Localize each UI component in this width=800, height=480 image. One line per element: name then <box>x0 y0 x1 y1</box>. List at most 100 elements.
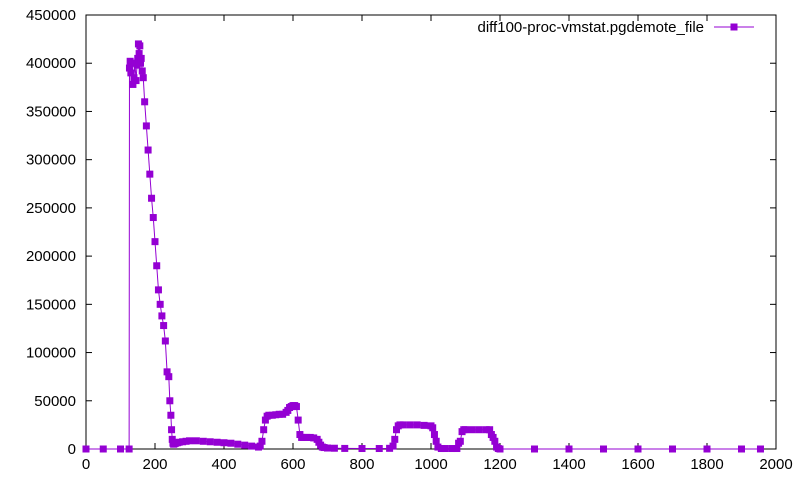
axes: 0 200 400 600 800 1000 1200 1400 1600 1800 2000 0 50… <box>26 7 793 473</box>
data-point <box>168 435 176 443</box>
data-point <box>324 444 331 452</box>
data-point <box>165 373 173 381</box>
data-point <box>138 67 146 75</box>
series-layer <box>82 40 764 453</box>
data-point <box>149 214 157 222</box>
data-point <box>375 445 383 453</box>
data-point <box>669 445 676 453</box>
data-point <box>127 69 135 77</box>
data-point <box>294 416 302 424</box>
data-point <box>132 77 140 85</box>
data-point <box>600 445 607 453</box>
data-point <box>420 421 428 429</box>
data-point <box>358 445 366 453</box>
x-tick-label: 1800 <box>690 456 723 473</box>
data-point <box>129 80 137 88</box>
data-point <box>441 445 449 453</box>
data-point <box>156 300 164 308</box>
data-point <box>391 435 399 443</box>
y-tick-label: 450000 <box>26 7 76 24</box>
data-point <box>144 146 152 154</box>
data-point <box>634 445 642 453</box>
data-point <box>167 411 175 419</box>
data-point <box>565 445 573 453</box>
data-point <box>430 431 438 439</box>
data-point <box>496 445 504 453</box>
legend-marker <box>730 23 738 31</box>
data-point <box>432 437 440 445</box>
data-point <box>82 445 90 453</box>
data-point <box>161 337 169 345</box>
data-point <box>393 426 400 434</box>
data-point <box>168 426 176 434</box>
data-point <box>137 54 145 62</box>
data-point <box>341 444 349 452</box>
data-point <box>125 64 133 72</box>
data-point <box>491 437 499 445</box>
data-point <box>330 444 338 452</box>
data-point <box>292 403 300 411</box>
data-point <box>158 312 166 320</box>
legend: diff100-proc-vmstat.pgdemote_file <box>477 19 754 36</box>
legend-label: diff100-proc-vmstat.pgdemote_file <box>477 19 704 36</box>
data-point <box>260 426 268 434</box>
data-point <box>154 286 162 294</box>
data-point <box>241 441 249 449</box>
data-point <box>125 445 133 453</box>
data-point <box>146 170 154 178</box>
data-point <box>468 426 476 434</box>
x-tick-label: 1400 <box>552 456 585 473</box>
data-point <box>227 439 235 447</box>
data-point <box>256 442 264 450</box>
y-tick-label: 200000 <box>26 248 76 265</box>
x-tick-label: 200 <box>142 456 167 473</box>
data-point <box>160 322 168 330</box>
data-point <box>206 438 214 446</box>
data-point <box>135 50 143 58</box>
data-point <box>153 262 161 270</box>
data-point <box>234 440 242 448</box>
y-tick-label: 350000 <box>26 103 76 120</box>
data-point <box>151 238 159 246</box>
data-point <box>703 445 711 453</box>
data-point <box>738 445 745 453</box>
data-point <box>462 426 469 434</box>
data-point <box>406 421 414 429</box>
data-point <box>475 426 483 434</box>
data-point <box>142 122 150 130</box>
data-point <box>429 424 437 432</box>
data-point <box>163 368 171 376</box>
data-point <box>186 437 193 445</box>
y-tick-label: 100000 <box>26 345 76 362</box>
data-point <box>99 445 107 453</box>
y-tick-label: 250000 <box>26 200 76 217</box>
x-tick-label: 400 <box>211 456 236 473</box>
data-point <box>486 426 494 434</box>
x-tick-label: 800 <box>349 456 374 473</box>
data-point <box>261 416 269 424</box>
data-point <box>448 445 456 453</box>
data-point <box>453 445 461 453</box>
data-point <box>413 421 421 429</box>
data-point <box>456 437 464 445</box>
y-tick-label: 0 <box>68 441 76 458</box>
data-point <box>756 445 764 453</box>
data-point <box>258 437 266 445</box>
data-point <box>117 445 124 453</box>
data-point <box>489 433 497 441</box>
data-point <box>399 421 407 429</box>
data-point <box>213 438 221 446</box>
y-tick-label: 300000 <box>26 152 76 169</box>
data-point <box>199 437 207 445</box>
x-tick-label: 1200 <box>483 456 516 473</box>
data-point <box>137 59 145 67</box>
data-point <box>148 194 156 202</box>
data-point <box>531 445 538 453</box>
data-point <box>220 439 228 447</box>
x-tick-label: 1600 <box>621 456 654 473</box>
data-point <box>141 98 149 106</box>
y-tick-label: 50000 <box>34 393 76 410</box>
data-point <box>136 42 144 50</box>
